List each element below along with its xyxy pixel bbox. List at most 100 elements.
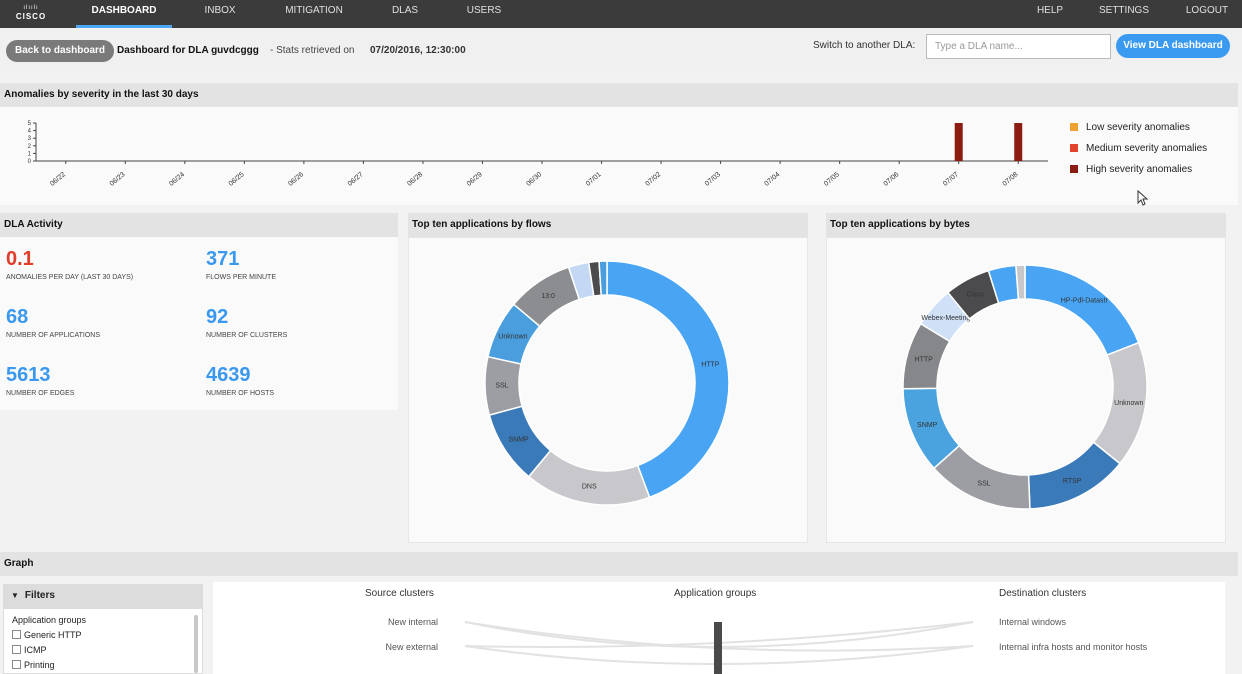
legend-high-label: High severity anomalies bbox=[1086, 164, 1193, 175]
legend-low: Low severity anomalies bbox=[1070, 122, 1190, 133]
x-tick-label: 07/04 bbox=[763, 171, 781, 188]
switch-dla-label: Switch to another DLA: bbox=[813, 40, 916, 51]
tab-dlas[interactable]: DLAS bbox=[391, 5, 419, 16]
metric-value: 92 bbox=[206, 306, 229, 328]
source-cluster-node[interactable]: New external bbox=[385, 642, 438, 652]
filter-item[interactable]: ICMP bbox=[4, 643, 202, 658]
metric-label: NUMBER OF APPLICATIONS bbox=[6, 332, 100, 339]
source-clusters-header: Source clusters bbox=[365, 588, 434, 599]
legend-low-label: Low severity anomalies bbox=[1086, 122, 1190, 133]
donut-slice-label: HP-Pdl-Datastr bbox=[1061, 297, 1109, 304]
donut-slice-label: Unknown bbox=[1114, 400, 1143, 407]
x-tick-label: 06/24 bbox=[168, 171, 186, 188]
metric-edges: 5613 NUMBER OF EDGES bbox=[6, 364, 74, 397]
checkbox[interactable] bbox=[12, 630, 21, 639]
donut-slice-label: SSL bbox=[495, 383, 508, 390]
dla-search-input[interactable] bbox=[926, 34, 1111, 59]
y-tick-label: 0 bbox=[28, 159, 32, 165]
stats-retrieved-label: - Stats retrieved on bbox=[270, 45, 355, 56]
metric-hosts: 4639 NUMBER OF HOSTS bbox=[206, 364, 274, 397]
dashboard-title: Dashboard for DLA guvdcggg bbox=[117, 45, 259, 56]
dashboard-subbar: Back to dashboard Dashboard for DLA guvd… bbox=[0, 28, 1242, 72]
stats-retrieved-date: 07/20/2016, 12:30:00 bbox=[370, 45, 466, 56]
filters-title: Filters bbox=[24, 590, 55, 601]
donut-slice[interactable] bbox=[598, 260, 608, 296]
anomalies-panel bbox=[0, 107, 1238, 205]
bytes-donut-chart: HP-Pdl-Datastr Unknown RTSP SSL SNMP HTTP Webe… bbox=[902, 264, 1148, 510]
x-tick-label: 06/28 bbox=[406, 171, 424, 188]
filters-toggle[interactable]: ▼ Filters bbox=[3, 584, 203, 608]
tab-mitigation[interactable]: MITIGATION bbox=[285, 5, 343, 16]
tab-dashboard[interactable]: DASHBOARD bbox=[76, 0, 172, 28]
donut-slice-label: DNS bbox=[582, 483, 597, 490]
x-tick-label: 06/25 bbox=[228, 171, 246, 188]
metric-label: ANOMALIES PER DAY (LAST 30 DAYS) bbox=[6, 274, 134, 281]
anomaly-bar[interactable] bbox=[1014, 123, 1023, 161]
cisco-logo[interactable]: ılıılı CISCO bbox=[14, 4, 48, 24]
settings-link[interactable]: SETTINGS bbox=[1098, 5, 1149, 16]
source-cluster-node[interactable]: New internal bbox=[387, 617, 438, 627]
y-tick-label: 5 bbox=[28, 121, 32, 127]
anomalies-bar-chart: 5 43 21 0 06/22 06/23 06/24 06/25 06/26 06/27 06/2… bbox=[28, 121, 1048, 188]
dest-cluster-node[interactable]: Internal windows bbox=[999, 617, 1067, 627]
donut-slice-label: Cisco bbox=[966, 292, 984, 299]
metric-value: 0.1 bbox=[6, 248, 34, 270]
x-tick-label: 06/22 bbox=[49, 171, 67, 188]
x-tick-label: 06/29 bbox=[466, 171, 484, 188]
dest-cluster-node[interactable]: Internal infra hosts and monitor hosts bbox=[999, 642, 1148, 652]
metric-label: NUMBER OF EDGES bbox=[6, 390, 75, 397]
legend-low-swatch bbox=[1070, 123, 1078, 131]
donut-slice-label: HTTP bbox=[701, 361, 720, 368]
dest-clusters-header: Destination clusters bbox=[999, 588, 1087, 599]
y-tick-label: 1 bbox=[28, 151, 32, 157]
x-tick-label: 06/27 bbox=[347, 171, 365, 188]
graph-area: Source clusters Application groups Desti… bbox=[213, 582, 1225, 674]
tab-users[interactable]: USERS bbox=[466, 5, 502, 16]
donut-slice[interactable] bbox=[606, 260, 730, 499]
donut-slice-label: SSL bbox=[977, 481, 990, 488]
cisco-logo-text: CISCO bbox=[15, 12, 47, 21]
donut-slice-label: SNMP bbox=[509, 437, 530, 444]
x-tick-label: 06/23 bbox=[109, 171, 127, 188]
legend-high-swatch bbox=[1070, 165, 1078, 173]
x-tick-label: 07/08 bbox=[1002, 171, 1020, 188]
cisco-logo-bars: ılıılı bbox=[23, 5, 39, 11]
x-tick-label: 07/03 bbox=[704, 171, 722, 188]
x-tick-label: 07/07 bbox=[942, 171, 960, 188]
filter-item-label: Generic HTTP bbox=[24, 630, 82, 640]
anomalies-panel-title: Anomalies by severity in the last 30 day… bbox=[0, 83, 1238, 107]
filter-item-label: Printing bbox=[24, 660, 55, 670]
metric-value: 5613 bbox=[6, 364, 51, 386]
top-navbar: ılıılı CISCO DASHBOARD INBOX MITIGATION … bbox=[0, 0, 1242, 28]
flows-donut-chart: HTTP DNS SNMP SSL Unknown 13:0 bbox=[484, 260, 730, 506]
donut-slice-label: RTSP bbox=[1063, 478, 1082, 485]
logout-link[interactable]: LOGOUT bbox=[1185, 5, 1229, 16]
filter-item[interactable]: Printing bbox=[4, 658, 202, 673]
x-tick-label: 07/06 bbox=[883, 171, 901, 188]
app-group-node[interactable] bbox=[714, 622, 722, 674]
filter-item[interactable]: Generic HTTP bbox=[4, 628, 202, 643]
donut-slice[interactable] bbox=[1027, 441, 1121, 510]
donut-slice-label: 13:0 bbox=[541, 293, 555, 300]
dla-activity-panel bbox=[0, 237, 398, 410]
legend-medium-label: Medium severity anomalies bbox=[1086, 143, 1208, 154]
metric-label: NUMBER OF HOSTS bbox=[206, 390, 275, 397]
anomaly-bar[interactable] bbox=[954, 123, 963, 161]
x-tick-label: 07/01 bbox=[585, 171, 603, 188]
view-dla-dashboard-button[interactable]: View DLA dashboard bbox=[1116, 34, 1230, 58]
donut-slice-label: Unknown bbox=[498, 333, 527, 340]
back-to-dashboard-button[interactable]: Back to dashboard bbox=[6, 40, 114, 62]
tab-inbox[interactable]: INBOX bbox=[204, 5, 236, 16]
metric-value: 371 bbox=[206, 248, 240, 270]
donut-slice[interactable] bbox=[1015, 264, 1026, 301]
donut-slice[interactable] bbox=[527, 449, 651, 506]
donut-slice[interactable] bbox=[1024, 264, 1140, 357]
filters-scrollbar[interactable] bbox=[194, 615, 198, 673]
help-link[interactable]: HELP bbox=[1036, 5, 1064, 16]
metric-value: 4639 bbox=[206, 364, 251, 386]
flows-panel-title: Top ten applications by flows bbox=[408, 213, 808, 237]
donut-slice-label: HTTP bbox=[915, 356, 934, 363]
checkbox[interactable] bbox=[12, 660, 21, 669]
metric-label: FLOWS PER MINUTE bbox=[206, 274, 277, 281]
checkbox[interactable] bbox=[12, 645, 21, 654]
